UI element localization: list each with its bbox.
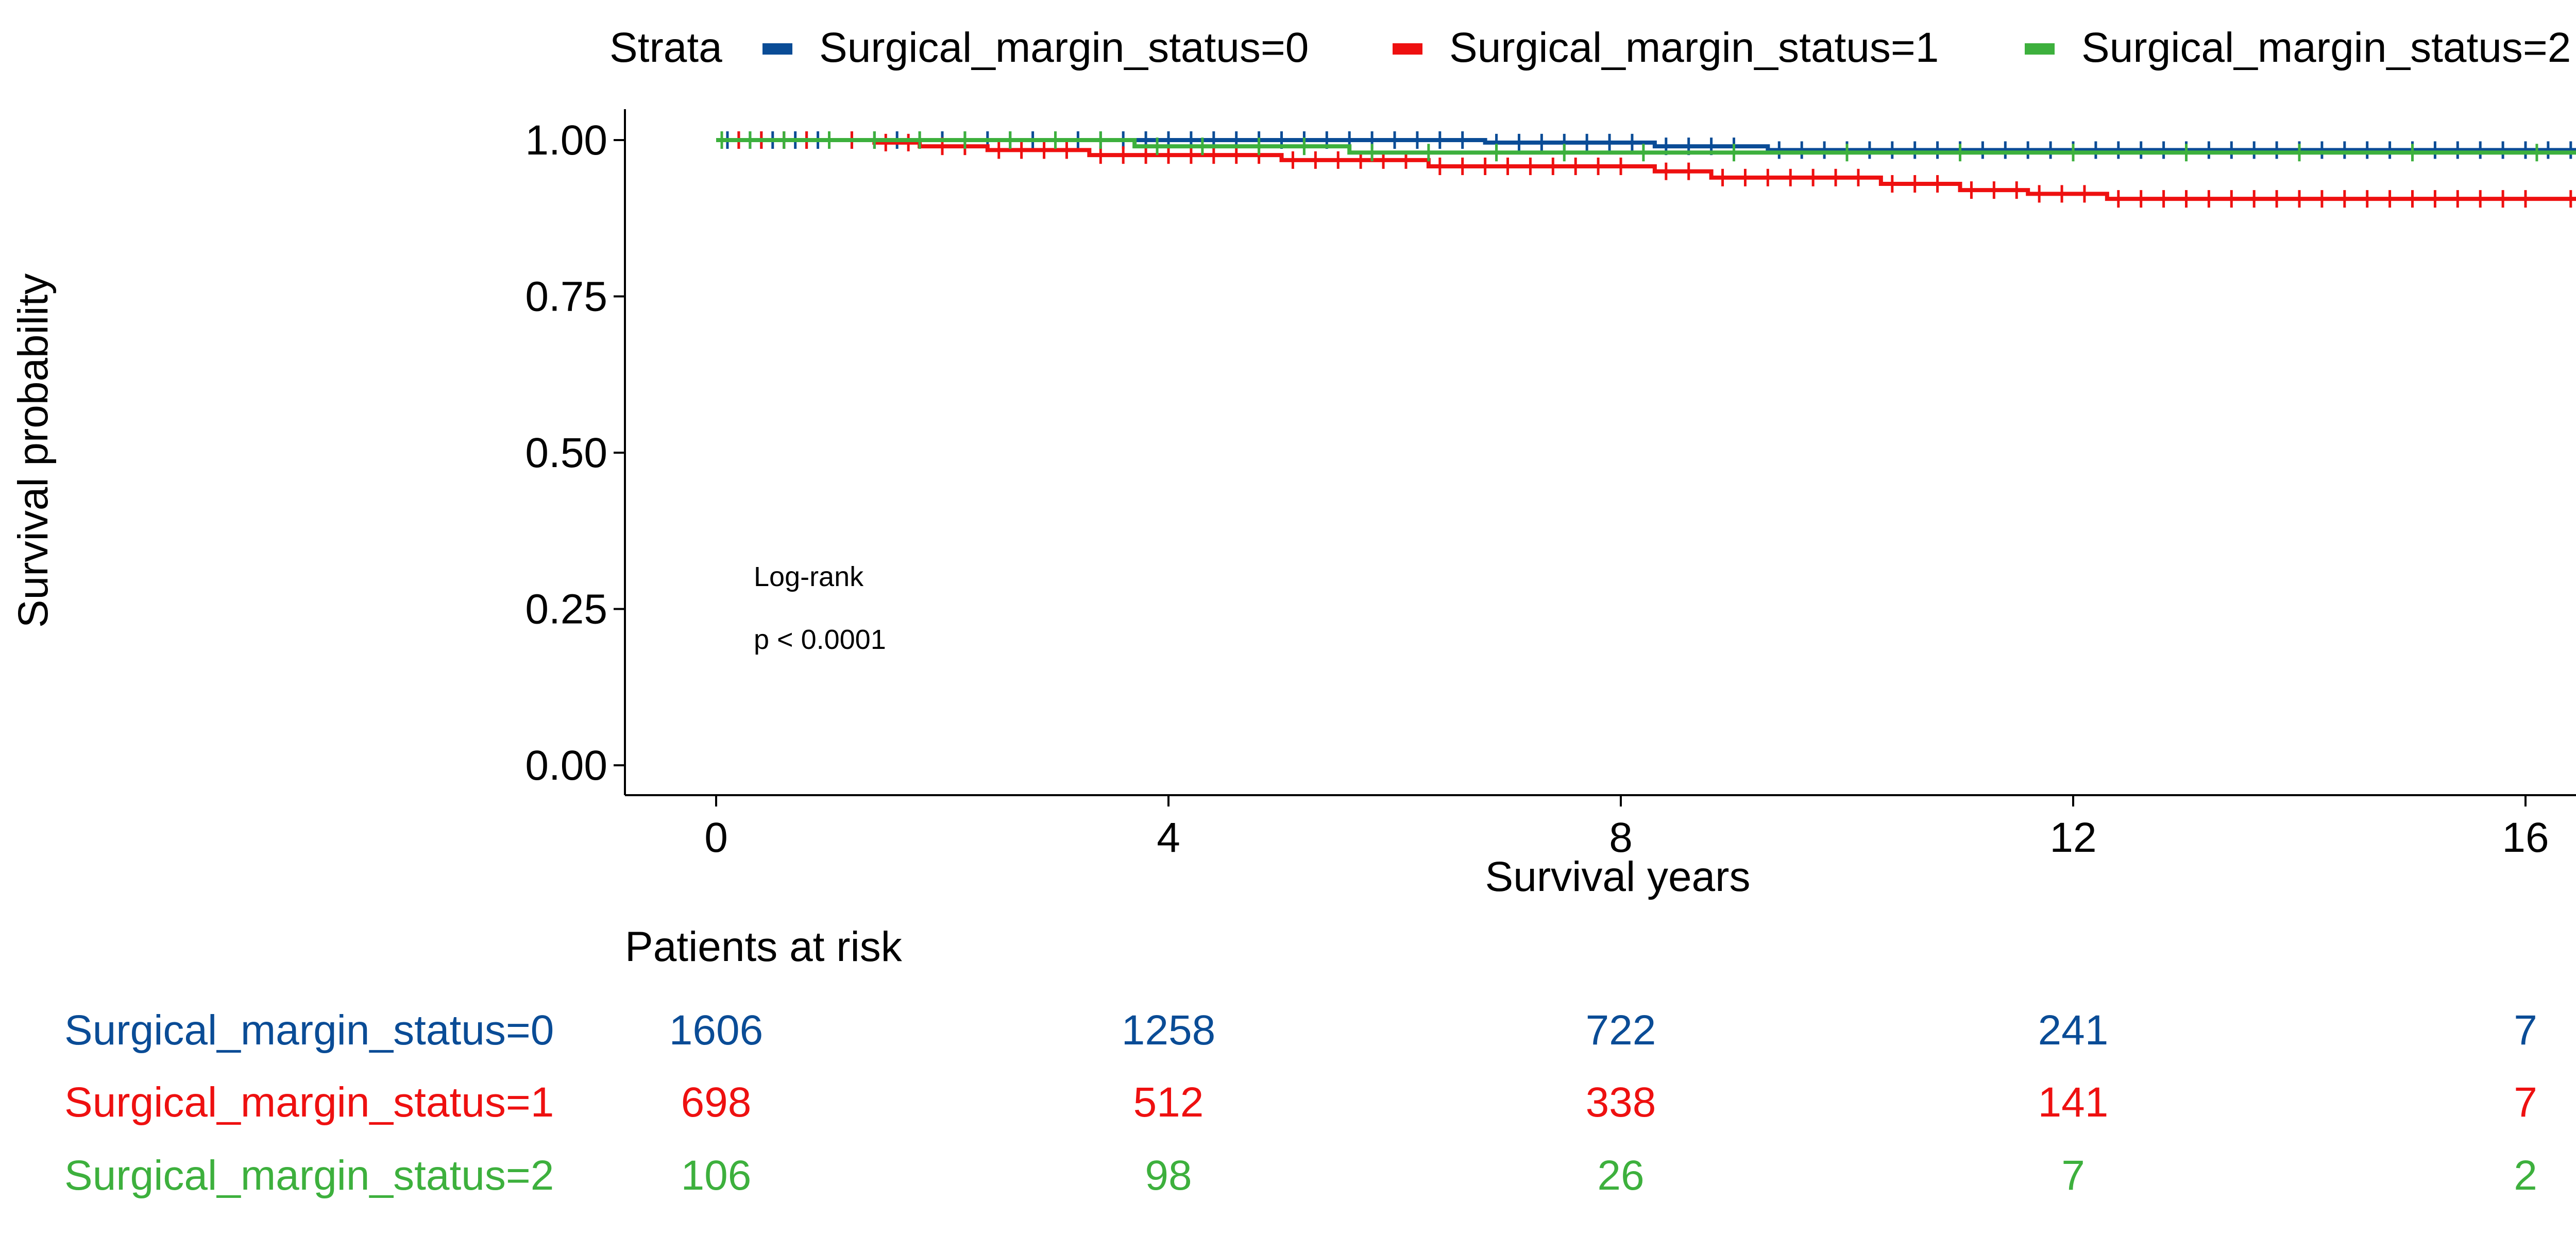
x-tick-label: 16 [2502,814,2549,861]
risk-count: 7 [2061,1152,2085,1199]
survival-curve [716,138,2576,155]
axes: 0.00 0.25 0.50 0.75 1.00 0 4 8 12 16 [525,109,2576,861]
series-2 [716,131,2576,162]
y-axis-title: Survival probability [10,273,57,628]
legend-label-2: Surgical_margin_status=2 [2081,24,2571,71]
risk-count: 7 [2514,1079,2537,1126]
legend-swatch-0 [762,43,792,55]
x-tick-label: 12 [2049,814,2096,861]
p-value-label: p < 0.0001 [754,624,886,655]
risk-count: 26 [1597,1152,1644,1199]
legend-swatch-2 [2025,43,2055,55]
survival-curve [716,138,2576,152]
y-tick-label: 0.00 [525,742,607,789]
y-tick-label: 0.50 [525,430,607,476]
y-tick-label: 1.00 [525,117,607,164]
y-tick-label: 0.25 [525,586,607,633]
risk-row-label: Surgical_margin_status=0 [64,1007,554,1054]
legend-label-1: Surgical_margin_status=1 [1449,24,1939,71]
legend-label-0: Surgical_margin_status=0 [819,24,1309,71]
risk-row-label: Surgical_margin_status=1 [64,1079,554,1126]
risk-count: 241 [2038,1007,2109,1054]
risk-count: 106 [681,1152,752,1199]
legend-swatch-1 [1393,43,1422,55]
legend: Strata Surgical_margin_status=0 Surgical… [609,24,2571,71]
risk-count: 722 [1586,1007,1656,1054]
x-axis-title: Survival years [1485,853,1751,900]
risk-count: 512 [1133,1079,1204,1126]
x-tick-label: 4 [1157,814,1180,861]
risk-count: 2 [2514,1152,2537,1199]
y-tick-label: 0.75 [525,273,607,320]
risk-count: 338 [1586,1079,1656,1126]
risk-count: 141 [2038,1079,2109,1126]
risk-row-label: Surgical_margin_status=2 [64,1152,554,1199]
risk-count: 698 [681,1079,752,1126]
survival-curves [716,131,2576,208]
risk-table-title: Patients at risk [625,923,903,970]
risk-count: 1606 [669,1007,763,1054]
x-tick-label: 8 [1609,814,1633,861]
risk-table: Surgical_margin_status=0 1606 1258 722 241 7 S… [64,1007,2537,1199]
legend-title: Strata [609,24,722,71]
risk-count: 7 [2514,1007,2537,1054]
risk-count: 98 [1145,1152,1192,1199]
log-rank-label: Log-rank [754,561,864,592]
risk-count: 1258 [1122,1007,1215,1054]
x-tick-label: 0 [704,814,728,861]
